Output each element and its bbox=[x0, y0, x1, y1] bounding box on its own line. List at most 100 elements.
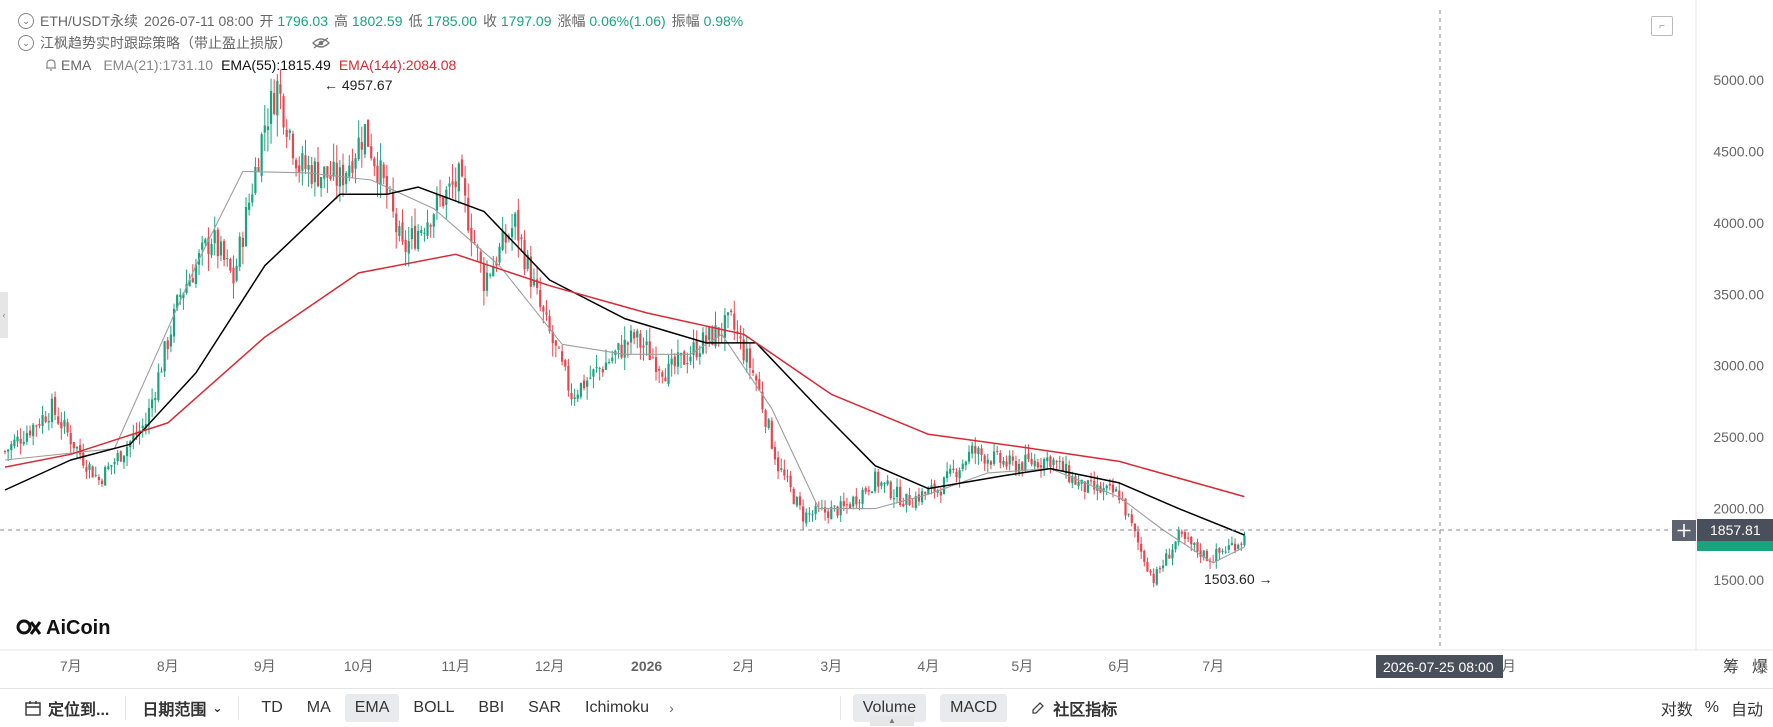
indicator-tab-ema[interactable]: EMA bbox=[344, 694, 400, 722]
candle bbox=[310, 156, 313, 189]
fullscreen-icon[interactable]: ⌐ bbox=[1651, 16, 1673, 36]
candle bbox=[1099, 481, 1102, 494]
candle bbox=[1212, 554, 1215, 563]
candle bbox=[880, 481, 883, 490]
chips-tab: 筹 bbox=[1723, 657, 1739, 676]
candle bbox=[91, 465, 94, 478]
chevron-right-icon[interactable]: › bbox=[669, 700, 674, 716]
candle bbox=[614, 349, 617, 364]
candle bbox=[626, 341, 629, 358]
candle bbox=[1089, 472, 1093, 485]
candle bbox=[529, 245, 532, 299]
candle bbox=[244, 197, 248, 248]
indicator-name[interactable]: EMA bbox=[61, 57, 92, 73]
candle bbox=[473, 229, 476, 246]
price-chart[interactable]: 5000.00 4500.00 4000.00 3500.00 3000.00 2500.… bbox=[0, 0, 1773, 688]
ema144-value: EMA(144):2084.08 bbox=[338, 57, 457, 73]
candle bbox=[222, 239, 226, 267]
candle bbox=[720, 322, 723, 344]
candle bbox=[273, 79, 276, 116]
candle bbox=[651, 348, 654, 359]
candle bbox=[1008, 450, 1011, 471]
candle bbox=[899, 479, 902, 507]
candle bbox=[570, 383, 573, 406]
strategy-name[interactable]: 江枫趋势实时跟踪策略（带止盈止损版） bbox=[40, 35, 292, 51]
candle bbox=[326, 165, 329, 193]
candle bbox=[755, 373, 758, 392]
indicator-tab-td[interactable]: TD bbox=[261, 699, 283, 716]
candle bbox=[204, 237, 207, 247]
sub-indicator-macd[interactable]: MACD bbox=[940, 694, 1008, 722]
ema21-value: EMA(21):1731.10 bbox=[103, 57, 214, 73]
candle bbox=[445, 186, 448, 220]
candle bbox=[1146, 557, 1149, 572]
candle bbox=[501, 216, 504, 252]
candle bbox=[889, 480, 892, 500]
divider bbox=[125, 696, 127, 720]
candle bbox=[595, 354, 598, 373]
candle bbox=[97, 474, 100, 485]
log-scale-button[interactable]: 对数 bbox=[1660, 702, 1693, 719]
candle bbox=[219, 235, 223, 262]
goto-button[interactable]: 定位到... bbox=[14, 694, 119, 722]
edit-icon bbox=[1031, 701, 1045, 715]
time-tick: 11月 bbox=[441, 658, 470, 674]
community-indicators-button[interactable]: 社区指标 bbox=[1021, 694, 1127, 722]
crosshair-add-button[interactable] bbox=[1672, 520, 1696, 541]
indicator-tab-ichimoku[interactable]: Ichimoku bbox=[585, 699, 650, 716]
candle bbox=[429, 223, 432, 238]
chevron-left-icon[interactable]: ‹ bbox=[0, 292, 8, 338]
candle bbox=[257, 157, 260, 173]
change-label: 涨幅 bbox=[557, 13, 586, 29]
chart-area[interactable]: 5000.00 4500.00 4000.00 3500.00 3000.00 2500.… bbox=[0, 0, 1773, 688]
bell-icon[interactable] bbox=[44, 58, 58, 72]
candle bbox=[335, 145, 338, 200]
eye-off-icon[interactable] bbox=[312, 37, 330, 49]
candle bbox=[636, 328, 639, 349]
candle bbox=[579, 382, 583, 400]
community-label: 社区指标 bbox=[1053, 702, 1118, 719]
indicator-tab-boll[interactable]: BOLL bbox=[413, 699, 455, 716]
candle bbox=[992, 443, 996, 467]
candle bbox=[423, 227, 426, 242]
candle bbox=[535, 266, 539, 295]
candle bbox=[232, 255, 235, 299]
candle bbox=[294, 157, 298, 177]
candle bbox=[601, 366, 604, 377]
candle bbox=[895, 478, 899, 504]
candle bbox=[248, 193, 251, 216]
candle bbox=[1168, 548, 1171, 559]
side-tabs[interactable]: 筹 爆 bbox=[1723, 657, 1768, 676]
candle bbox=[905, 493, 908, 513]
candle bbox=[22, 431, 25, 447]
candle bbox=[795, 496, 798, 508]
indicator-tab-bbi[interactable]: BBI bbox=[478, 699, 505, 716]
divider bbox=[238, 696, 240, 720]
candle bbox=[676, 339, 680, 375]
candle bbox=[808, 507, 811, 522]
chevron-down-icon[interactable]: ⌄ bbox=[18, 13, 34, 29]
candle bbox=[805, 508, 808, 527]
candle bbox=[564, 358, 567, 371]
percent-scale-button[interactable]: % bbox=[1704, 699, 1719, 716]
candle bbox=[116, 450, 119, 466]
collapse-handle[interactable]: ▲ bbox=[870, 716, 914, 726]
price-tick: 2500.00 bbox=[1713, 429, 1764, 445]
date-range-dropdown[interactable]: 日期范围 ⌄ bbox=[132, 694, 232, 722]
candle bbox=[28, 425, 32, 439]
high-value: 1802.59 bbox=[351, 13, 403, 29]
indicator-tab-sar[interactable]: SAR bbox=[528, 699, 562, 716]
candle bbox=[100, 478, 104, 487]
candle bbox=[592, 368, 595, 389]
ema144-line bbox=[4, 253, 1245, 498]
candle bbox=[94, 466, 97, 478]
indicator-tab-ma[interactable]: MA bbox=[306, 699, 331, 716]
candle bbox=[504, 224, 507, 254]
open-value: 1796.03 bbox=[277, 13, 328, 29]
candle bbox=[1161, 559, 1165, 572]
candle bbox=[104, 465, 107, 486]
candle bbox=[160, 367, 163, 373]
auto-scale-button[interactable]: 自动 bbox=[1730, 702, 1763, 719]
chevron-down-icon[interactable]: ⌄ bbox=[18, 35, 34, 51]
candle bbox=[855, 488, 858, 509]
